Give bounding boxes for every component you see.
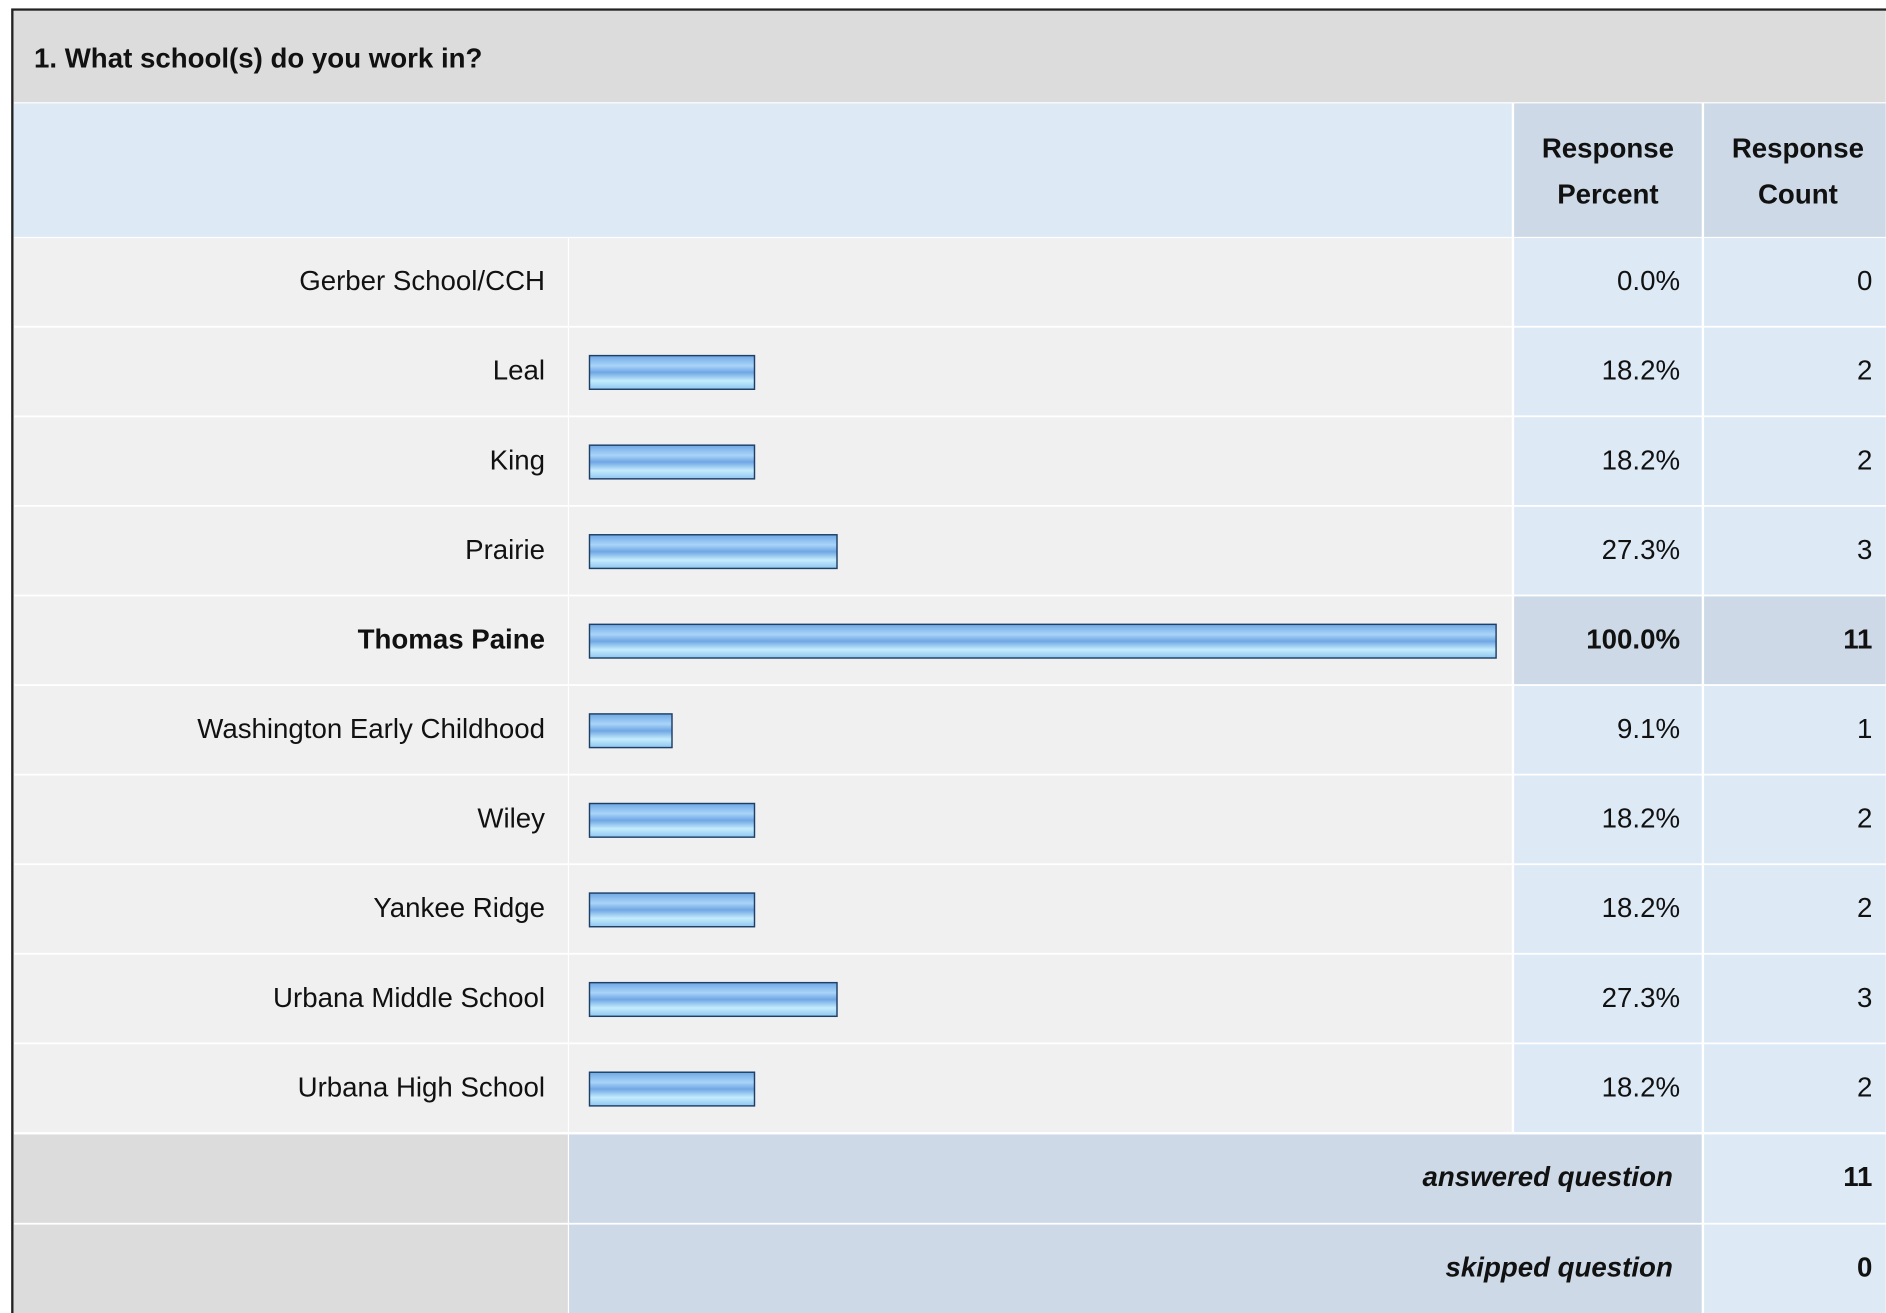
column-header: Percent [1557,178,1658,209]
percent-label: 100.0% [1586,623,1680,654]
row-label: Wiley [477,803,545,834]
label-cell [13,954,568,1043]
summary-blank [13,1134,568,1223]
percent-cell [1514,417,1702,505]
label-cell [13,865,568,953]
bar [588,354,756,390]
percent-cell [1514,775,1702,864]
percent-label: 27.3% [1602,534,1680,565]
percent-label: 0.0% [1617,265,1680,296]
row-label: Prairie [465,534,545,565]
summary-value: 11 [1843,1161,1872,1192]
count-cell [1704,238,1886,326]
count-label: 3 [1857,534,1872,565]
count-cell [1704,954,1886,1043]
header-cell [1514,103,1702,237]
count-label: 1 [1857,713,1872,744]
title-bar [13,10,1886,103]
bar-cell [569,685,1512,774]
bar [588,713,673,749]
percent-cell [1514,238,1702,326]
column-header: Response [1732,133,1864,164]
percent-cell [1514,954,1702,1043]
summary-count-cell [1704,1134,1886,1223]
count-label: 11 [1843,623,1872,654]
count-label: 2 [1857,1071,1872,1102]
bar [588,802,756,838]
percent-cell [1514,865,1702,953]
label-cell [13,327,568,416]
label-cell [13,238,568,326]
row-label: Thomas Paine [358,623,545,654]
percent-cell [1514,327,1702,416]
summary-label-cell [569,1224,1702,1313]
count-cell [1704,417,1886,505]
bar [588,1071,756,1107]
count-label: 2 [1857,892,1872,923]
count-label: 2 [1857,355,1872,386]
row-label: Urbana High School [298,1071,545,1102]
row-label: Urbana Middle School [273,982,545,1013]
percent-cell [1514,596,1702,685]
label-cell [13,506,568,595]
row-label: Leal [493,355,545,386]
percent-label: 18.2% [1602,1071,1680,1102]
label-cell [13,417,568,505]
row-label: Yankee Ridge [373,892,545,923]
column-header: Response [1542,133,1674,164]
count-cell [1704,596,1886,685]
bar [588,981,838,1018]
count-label: 2 [1857,803,1872,834]
percent-cell [1514,1044,1702,1133]
header-cell [1704,103,1886,237]
count-cell [1704,865,1886,953]
summary-blank [13,1224,568,1313]
bar [588,444,756,480]
label-cell [13,596,568,685]
count-cell [1704,506,1886,595]
summary-label: skipped question [1446,1251,1673,1282]
percent-label: 27.3% [1602,982,1680,1013]
label-cell [13,1044,568,1133]
percent-cell [1514,506,1702,595]
row-label: Gerber School/CCH [299,265,545,296]
percent-label: 9.1% [1617,713,1680,744]
count-label: 2 [1857,444,1872,475]
label-cell [13,685,568,774]
count-label: 3 [1857,982,1872,1013]
count-label: 0 [1857,265,1872,296]
summary-count-cell [1704,1224,1886,1313]
count-cell [1704,775,1886,864]
summary-label-cell [569,1134,1702,1223]
label-cell [13,775,568,864]
percent-label: 18.2% [1602,803,1680,834]
column-header: Count [1758,178,1838,209]
row-label: Washington Early Childhood [197,713,545,744]
percent-cell [1514,685,1702,774]
percent-label: 18.2% [1602,355,1680,386]
bar [588,892,756,928]
row-label: King [490,444,545,475]
summary-label: answered question [1422,1161,1672,1192]
count-cell [1704,327,1886,416]
count-cell [1704,685,1886,774]
count-cell [1704,1044,1886,1133]
header-cell [13,103,1512,237]
question-title: 1. What school(s) do you work in? [34,42,482,73]
bar [588,534,838,570]
bar [588,623,1497,659]
bar-cell [569,238,1512,326]
percent-label: 18.2% [1602,892,1680,923]
summary-value: 0 [1857,1251,1872,1282]
percent-label: 18.2% [1602,444,1680,475]
